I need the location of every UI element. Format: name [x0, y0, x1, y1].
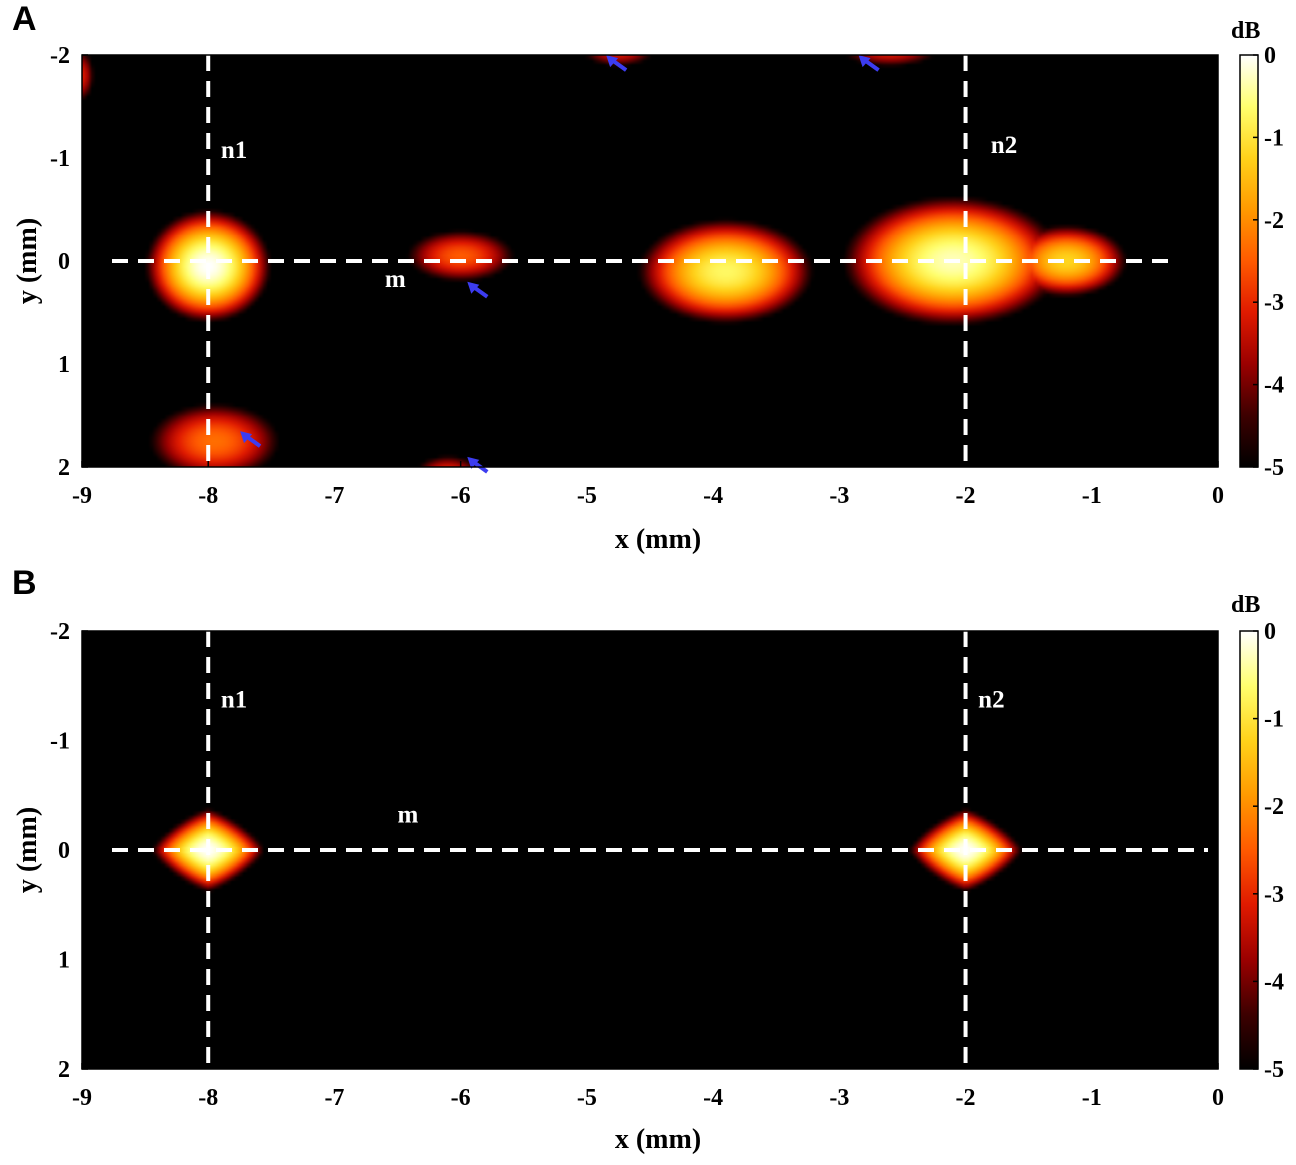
colorbar-tick-label: 0	[1264, 43, 1276, 69]
x-tick-label: -4	[703, 1085, 723, 1111]
x-tick-label: -6	[451, 483, 471, 509]
x-tick-label: -7	[324, 483, 344, 509]
y-tick-label: 2	[58, 455, 70, 481]
x-tick-label: -7	[324, 1085, 344, 1111]
colorbar-tick-label: -4	[1264, 969, 1284, 995]
x-tick-label: -1	[1082, 1085, 1102, 1111]
y-tick-label: -1	[50, 729, 70, 755]
colorbar-tick-label: -3	[1264, 290, 1284, 316]
x-tick-label: -4	[703, 483, 723, 509]
annotation-m: m	[385, 266, 406, 293]
colorbar	[1239, 630, 1259, 1070]
x-tick-label: -2	[956, 1085, 976, 1111]
annotation-n1: n1	[221, 137, 247, 164]
x-axis-title: x (mm)	[615, 524, 701, 555]
y-tick-label: 0	[58, 249, 70, 275]
y-axis-title: y (mm)	[12, 807, 43, 893]
colorbar-unit-label: dB	[1231, 592, 1260, 618]
panel-B: Bn1 n2 m -9 -8 -7 -6 -5 -4 -3 -2 -1 0 -2 -1 0 1 2 x (mm) y …	[12, 564, 1284, 1155]
arrow-marker	[858, 55, 880, 72]
annotation-n2: n2	[978, 687, 1004, 714]
y-axis-title: y (mm)	[12, 218, 43, 304]
annotation-n2: n2	[991, 132, 1017, 159]
colorbar-tick-label: -1	[1264, 707, 1284, 733]
x-tick-label: -5	[577, 483, 597, 509]
x-tick-label: -9	[72, 483, 92, 509]
colorbar-tick-label: -2	[1264, 208, 1284, 234]
y-tick-label: -1	[50, 146, 70, 172]
x-tick-label: -8	[198, 483, 218, 509]
x-axis-title: x (mm)	[615, 1124, 701, 1155]
colorbar-tick-label: -1	[1264, 125, 1284, 151]
arrow-head	[467, 456, 480, 469]
y-tick-label: 1	[58, 948, 70, 974]
colorbar-tick-label: -5	[1264, 455, 1284, 481]
x-tick-label: -6	[451, 1085, 471, 1111]
arrow-head	[858, 55, 871, 68]
colorbar-tick-label: -5	[1264, 1057, 1284, 1083]
x-tick-label: 0	[1212, 483, 1224, 509]
x-tick-label: 0	[1212, 1085, 1224, 1111]
x-tick-label: -1	[1082, 483, 1102, 509]
y-tick-label: -2	[50, 619, 70, 645]
arrow-head	[240, 431, 253, 444]
colorbar	[1239, 54, 1259, 468]
arrow-marker	[240, 431, 262, 448]
arrow-marker	[606, 55, 628, 72]
arrow-marker	[467, 281, 489, 299]
panel-label: A	[12, 0, 37, 38]
annotation-m: m	[398, 802, 419, 829]
panel-A: An1 n2 m -9 -8 -7 -6 -5 -4 -3 -2 -1 0 -2 -1 0 1 2 x (mm) y …	[12, 0, 1284, 555]
x-tick-label: -3	[829, 483, 849, 509]
colorbar-unit-label: dB	[1231, 18, 1260, 44]
x-tick-label: -9	[72, 1085, 92, 1111]
x-tick-label: -3	[829, 1085, 849, 1111]
y-tick-label: 2	[58, 1057, 70, 1083]
x-tick-label: -5	[577, 1085, 597, 1111]
arrow-head	[606, 55, 619, 68]
y-tick-label: -2	[50, 43, 70, 69]
x-tick-label: -8	[198, 1085, 218, 1111]
annotation-n1: n1	[221, 687, 247, 714]
colorbar-tick-label: -4	[1264, 373, 1284, 399]
colorbar-tick-label: -3	[1264, 882, 1284, 908]
x-tick-label: -2	[956, 483, 976, 509]
colorbar-tick-label: 0	[1264, 619, 1276, 645]
colorbar-tick-label: -2	[1264, 794, 1284, 820]
y-tick-label: 1	[58, 352, 70, 378]
arrow-head	[467, 281, 480, 294]
y-tick-label: 0	[58, 838, 70, 864]
panel-label: B	[12, 564, 37, 602]
